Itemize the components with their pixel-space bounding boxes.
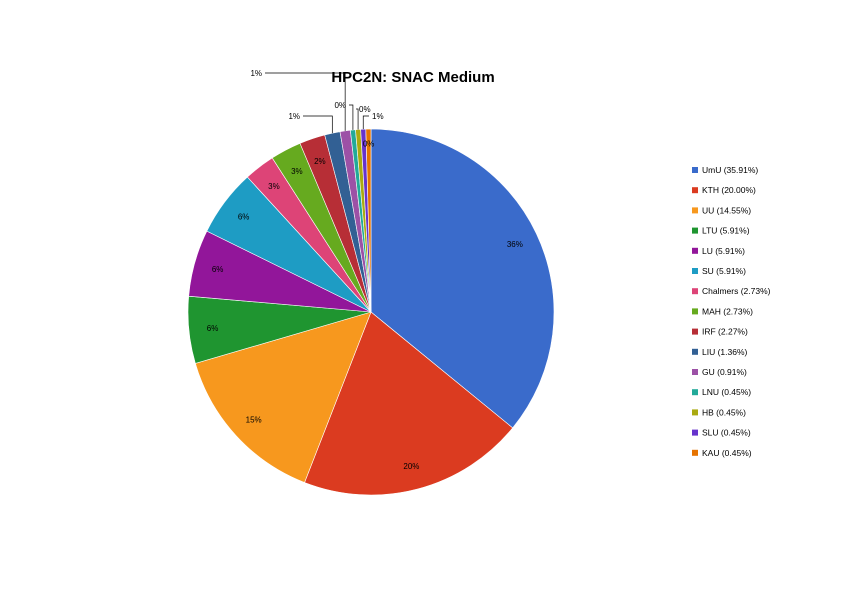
legend-entry-hb: HB (0.45%) (702, 407, 746, 417)
legend-swatch-uu (692, 207, 698, 214)
legend-swatch-su (692, 268, 698, 274)
legend-swatch-chalmers (692, 288, 698, 295)
slice-label-gu: 1% (250, 69, 262, 78)
legend-swatch-liu (692, 348, 698, 355)
legend-entry-kth: KTH (20.00%) (702, 185, 756, 195)
legend-entry-gu: GU (0.91%) (702, 367, 747, 377)
legend-swatch-ltu (692, 227, 698, 234)
slice-label-uu: 15% (246, 416, 262, 425)
pie-slice-uu (194, 311, 372, 483)
chart-legend: UmU (35.91%) KTH (20.00%) UU (14.55%) LTU (… (692, 165, 771, 458)
slice-label-ltu: 6% (207, 324, 219, 333)
pie-slices (187, 128, 555, 496)
legend-entry-umu: UmU (35.91%) (702, 165, 758, 175)
pie-slice-kth (304, 311, 514, 496)
legend-entry-mah: MAH (2.73%) (702, 306, 753, 316)
legend-swatch-kau (692, 449, 698, 456)
slice-label-lu: 6% (212, 265, 224, 274)
slice-label-irf: 2% (314, 157, 326, 166)
legend-entry-lu: LU (5.91%) (702, 246, 745, 256)
legend-swatch-slu (692, 429, 698, 436)
slice-label-su: 6% (238, 212, 250, 221)
legend-entry-ltu: LTU (5.91%) (702, 226, 750, 236)
pie-slice-kau (365, 128, 372, 313)
leader-line-liu (303, 115, 333, 134)
legend-entry-liu: LIU (1.36%) (702, 347, 748, 357)
legend-entry-slu: SLU (0.45%) (702, 428, 751, 438)
legend-entry-uu: UU (14.55%) (702, 205, 751, 215)
leader-line-lnu (349, 104, 354, 130)
leader-line-hb (356, 108, 359, 130)
slice-label-slu: 1% (372, 112, 384, 121)
legend-swatch-umu (692, 167, 698, 173)
slice-label-lnu: 0% (334, 101, 346, 110)
slice-label-hb: 0% (359, 105, 371, 114)
slice-label-mah: 3% (291, 167, 303, 176)
legend-swatch-lnu (692, 389, 698, 396)
legend-swatch-kth (692, 187, 698, 194)
legend-entry-su: SU (5.91%) (702, 266, 746, 276)
slice-label-kth: 20% (403, 462, 419, 471)
legend-entry-lnu: LNU (0.45%) (702, 387, 751, 397)
legend-entry-irf: IRF (2.27%) (702, 327, 748, 337)
legend-swatch-hb (692, 409, 698, 416)
pie-labels: 36%20%15%6%6%6%3%3%2%1%1%0% 0%1%0% (207, 69, 523, 471)
legend-swatch-gu (692, 369, 698, 375)
pie-slice-umu (370, 128, 555, 429)
legend-swatch-mah (692, 308, 698, 315)
chart-title: HPC2N: SNAC Medium (331, 69, 494, 86)
slice-label-liu: 1% (288, 112, 300, 121)
legend-entry-chalmers: Chalmers (2.73%) (702, 286, 771, 296)
slice-label-kau: 0% (363, 140, 375, 149)
leader-line-gu (265, 72, 346, 131)
leader-line-slu (362, 115, 369, 130)
legend-swatch-lu (692, 247, 698, 254)
legend-entry-kau: KAU (0.45%) (702, 448, 752, 458)
slice-label-chalmers: 3% (268, 182, 280, 191)
legend-swatch-irf (692, 328, 698, 335)
slice-label-umu: 36% (507, 240, 523, 249)
